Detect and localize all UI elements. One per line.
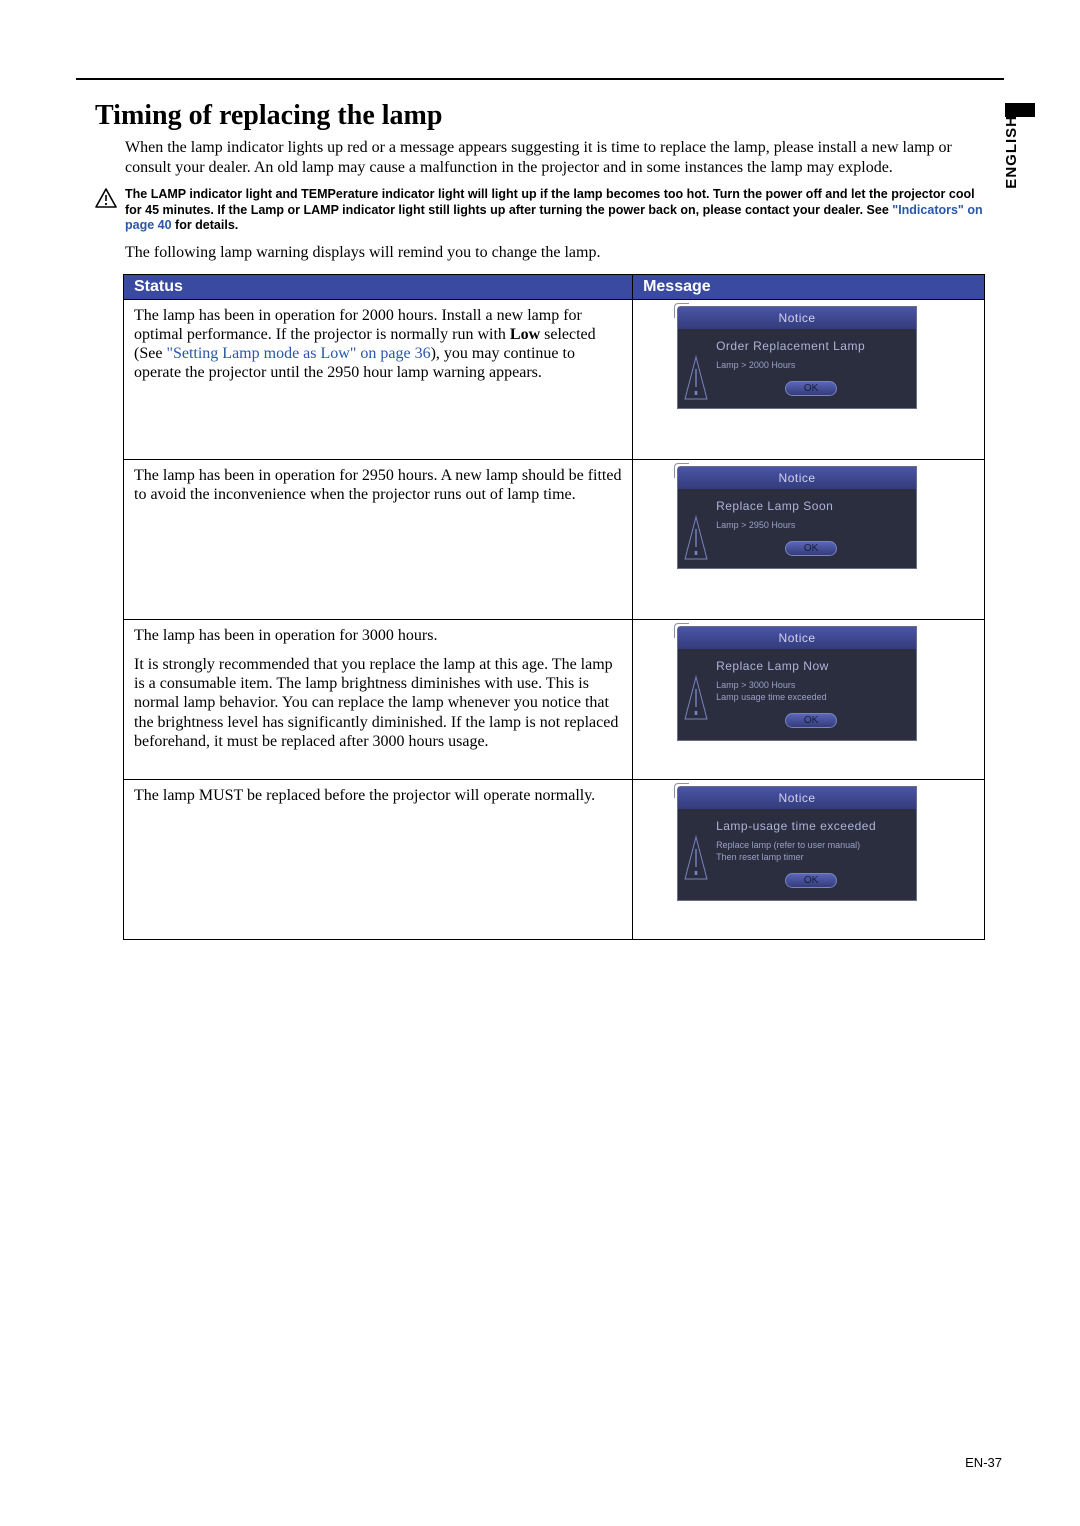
lead-paragraph: The following lamp warning displays will… (125, 244, 985, 262)
dialog-heading: Order Replacement Lamp (716, 339, 906, 353)
triangle-warning-icon (684, 355, 708, 408)
intro-paragraph: When the lamp indicator lights up red or… (125, 138, 985, 177)
warning-text: The LAMP indicator light and TEMPerature… (125, 187, 985, 234)
dialog-heading: Lamp-usage time exceeded (716, 819, 906, 833)
dialog-line: Then reset lamp timer (716, 851, 906, 863)
notice-dialog: Notice Replace Lamp Now Lamp > 3000 Hour… (677, 626, 917, 741)
ok-button[interactable]: OK (785, 713, 837, 728)
col-message: Message (633, 274, 985, 299)
triangle-warning-icon (684, 675, 708, 728)
dialog-line: Lamp > 3000 Hours (716, 679, 906, 691)
dialog-title: Notice (678, 787, 916, 809)
page-number: EN-37 (965, 1455, 1002, 1470)
dialog-line: Lamp > 2000 Hours (716, 359, 906, 371)
message-cell: Notice Order Replacement Lamp Lamp > 200… (633, 299, 985, 459)
dialog-heading: Replace Lamp Soon (716, 499, 906, 513)
ok-button[interactable]: OK (785, 541, 837, 556)
status-cell: The lamp has been in operation for 3000 … (124, 619, 633, 779)
warning-text-pre: The LAMP indicator light and TEMPerature… (125, 187, 975, 217)
language-label: ENGLISH (1003, 115, 1020, 189)
dialog-line: Lamp > 2950 Hours (716, 519, 906, 531)
status-cell: The lamp has been in operation for 2000 … (124, 299, 633, 459)
table-row: The lamp has been in operation for 2000 … (124, 299, 985, 459)
table-row: The lamp MUST be replaced before the pro… (124, 779, 985, 939)
col-status: Status (124, 274, 633, 299)
lamp-mode-link[interactable]: "Setting Lamp mode as Low" on page 36 (166, 345, 430, 362)
dialog-title: Notice (678, 467, 916, 489)
message-cell: Notice Replace Lamp Soon Lamp > 2950 Hou… (633, 459, 985, 619)
status-cell: The lamp MUST be replaced before the pro… (124, 779, 633, 939)
dialog-title: Notice (678, 627, 916, 649)
dialog-title: Notice (678, 307, 916, 329)
dialog-line: Replace lamp (refer to user manual) (716, 839, 906, 851)
warning-icon (95, 187, 119, 234)
lamp-warning-table: Status Message The lamp has been in oper… (123, 274, 985, 940)
status-cell: The lamp has been in operation for 2950 … (124, 459, 633, 619)
message-cell: Notice Lamp-usage time exceeded Replace … (633, 779, 985, 939)
dialog-heading: Replace Lamp Now (716, 659, 906, 673)
notice-dialog: Notice Replace Lamp Soon Lamp > 2950 Hou… (677, 466, 917, 569)
warning-text-post: for details. (172, 218, 239, 232)
dialog-line: Lamp usage time exceeded (716, 691, 906, 703)
ok-button[interactable]: OK (785, 381, 837, 396)
triangle-warning-icon (684, 835, 708, 888)
table-row: The lamp has been in operation for 3000 … (124, 619, 985, 779)
triangle-warning-icon (684, 515, 708, 568)
ok-button[interactable]: OK (785, 873, 837, 888)
page-title: Timing of replacing the lamp (95, 100, 985, 132)
table-row: The lamp has been in operation for 2950 … (124, 459, 985, 619)
notice-dialog: Notice Lamp-usage time exceeded Replace … (677, 786, 917, 901)
message-cell: Notice Replace Lamp Now Lamp > 3000 Hour… (633, 619, 985, 779)
notice-dialog: Notice Order Replacement Lamp Lamp > 200… (677, 306, 917, 409)
